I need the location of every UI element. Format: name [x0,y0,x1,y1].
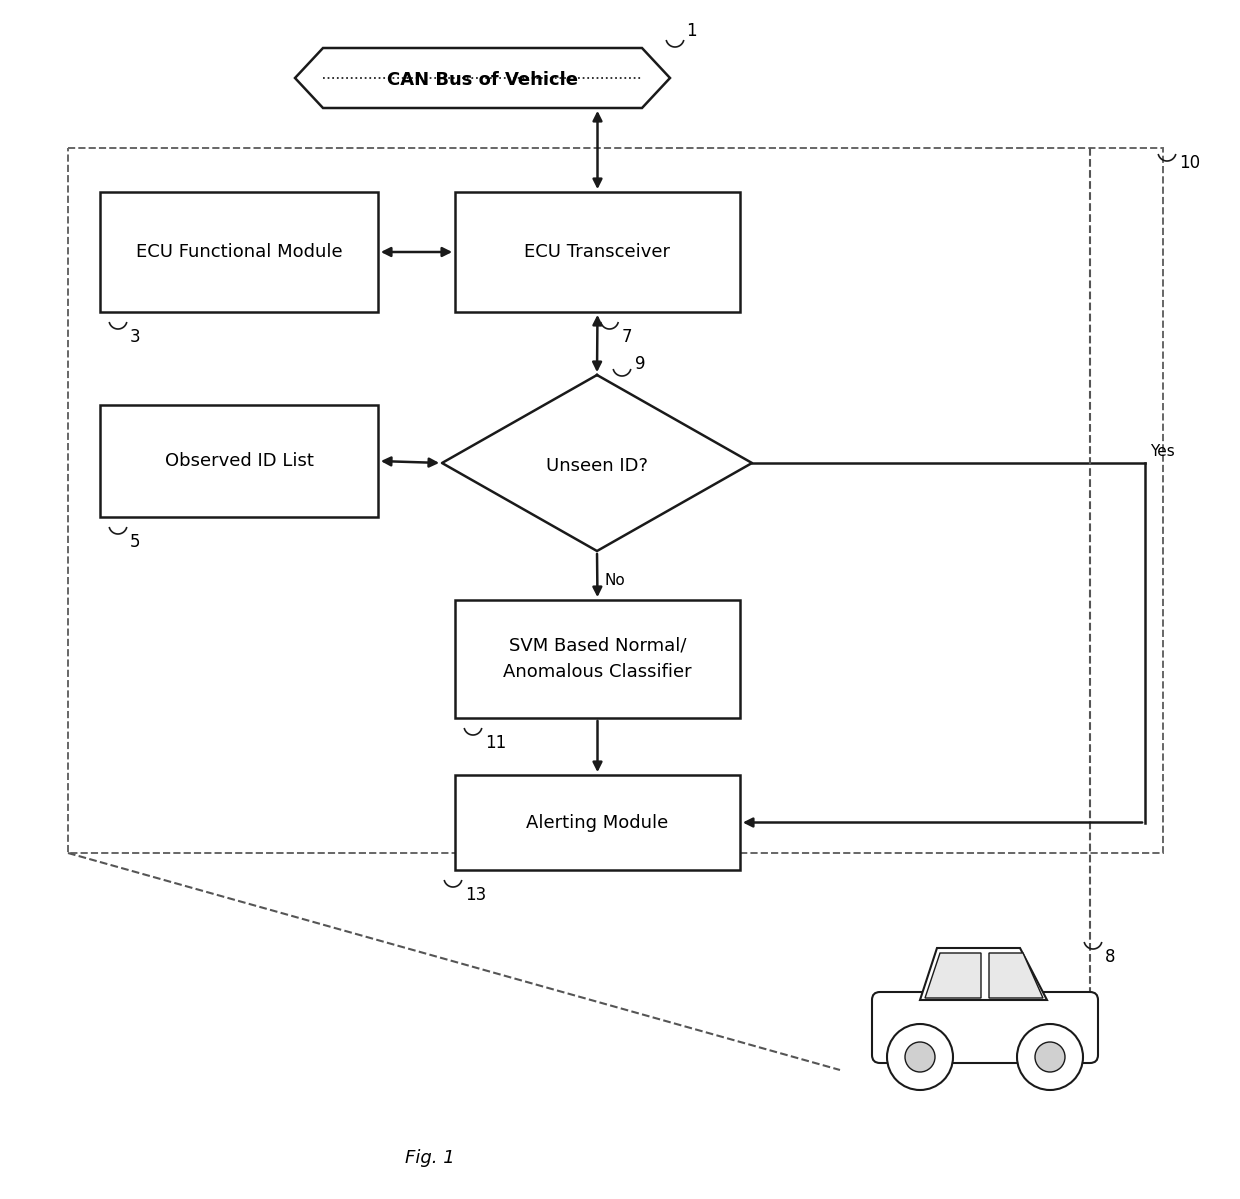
Text: CAN Bus of Vehicle: CAN Bus of Vehicle [387,71,578,89]
Text: 9: 9 [635,355,646,373]
Text: Unseen ID?: Unseen ID? [546,457,649,475]
FancyBboxPatch shape [872,992,1097,1064]
Text: Alerting Module: Alerting Module [526,813,668,831]
Bar [455,775,740,870]
Bar [455,600,740,718]
Polygon shape [925,953,981,998]
Circle shape [1035,1042,1065,1072]
Bar [455,192,740,312]
Text: 3: 3 [130,329,140,347]
Circle shape [1017,1024,1083,1090]
Polygon shape [990,953,1043,998]
Text: Observed ID List: Observed ID List [165,452,314,470]
Bar [100,405,378,517]
Circle shape [905,1042,935,1072]
Text: ECU Functional Module: ECU Functional Module [135,243,342,261]
Text: 11: 11 [485,734,506,752]
Text: No: No [605,573,626,588]
Text: 1: 1 [686,22,697,40]
Text: Fig. 1: Fig. 1 [405,1149,455,1167]
Text: SVM Based Normal/
Anomalous Classifier: SVM Based Normal/ Anomalous Classifier [503,637,692,681]
Text: 8: 8 [1105,948,1116,966]
Circle shape [887,1024,954,1090]
Text: ECU Transceiver: ECU Transceiver [525,243,671,261]
Text: 10: 10 [1179,153,1200,171]
Bar [68,147,1163,852]
Text: 5: 5 [130,534,140,552]
Text: 13: 13 [465,886,486,904]
Polygon shape [920,948,1047,1000]
Text: Yes: Yes [1149,444,1174,459]
Text: 7: 7 [621,329,632,347]
Polygon shape [295,48,670,108]
Bar [100,192,378,312]
